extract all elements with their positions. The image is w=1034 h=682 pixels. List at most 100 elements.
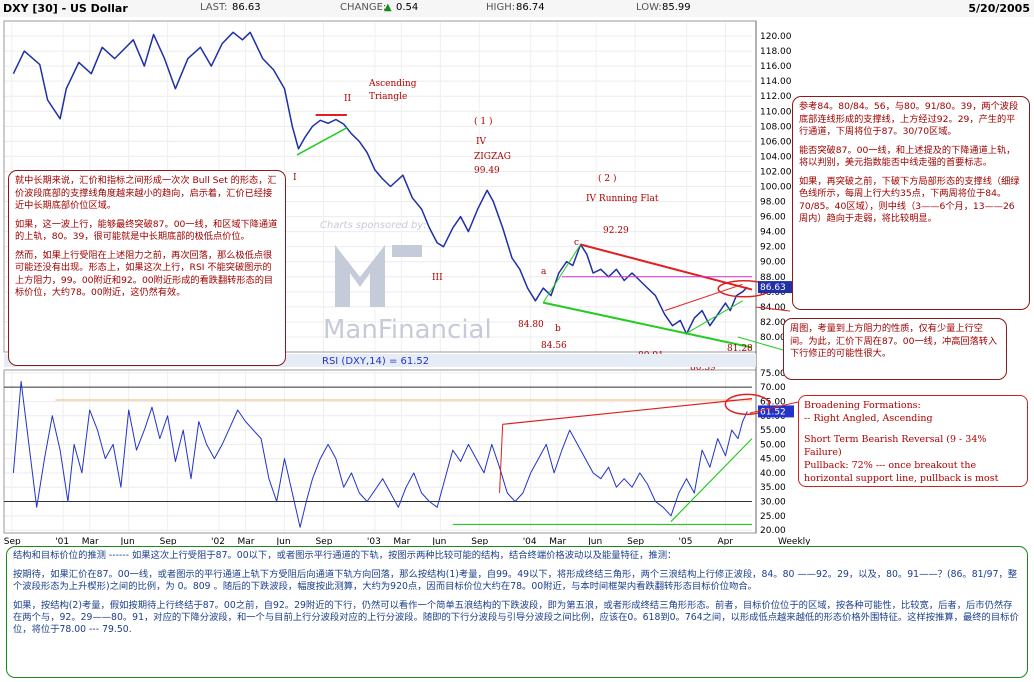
wave-III-label: III (432, 273, 443, 283)
zigzag-label: ZIGZAG (474, 152, 511, 162)
bottom-note-p2: 按期待，如果汇价在87。00一线，或者图示的平行通道上轨下方受阻后向通道下轨方向… (13, 569, 1018, 592)
bottom-structure-note: 结构和目标价位的推测 ------ 如果这次上行受阻于87。00以下，或者图示平… (6, 546, 1028, 678)
symbol-title: DXY [30] - US Dollar (3, 2, 128, 15)
pattern-line-4: Pullback: 72% --- once breakout the hori… (804, 460, 999, 484)
x-tick-label: Jun (431, 537, 446, 545)
high-label: HIGH: (486, 2, 516, 13)
wave-c-label: c (574, 238, 579, 248)
chart-date: 5/20/2005 (968, 2, 1030, 15)
last-label: LAST: (200, 2, 228, 13)
value-8128-label: 81.28 (727, 344, 753, 354)
x-tick-label: '05 (679, 537, 693, 545)
rsi-rising-support-line (670, 438, 753, 522)
x-tick-label: Sep (471, 537, 488, 545)
pattern-note: Broadening Formations: -- Right Angled, … (798, 395, 1028, 487)
x-tick-label: '02 (211, 537, 225, 545)
low-value: 85.99 (662, 2, 691, 13)
watermark-logo-icon (335, 245, 385, 307)
price-tick-label: 98.00 (760, 198, 786, 208)
watermark-logo-bar (392, 245, 422, 257)
rsi-tick-label: 35.00 (760, 483, 786, 493)
rsi-tick-label: 75.00 (760, 369, 786, 379)
price-tick-label: 106.00 (760, 137, 792, 147)
x-tick-label: Apr (718, 537, 734, 545)
bottom-note-p1: 结构和目标价位的推测 ------ 如果这次上行受阻于87。00以下，或者图示平… (13, 550, 677, 561)
channel-lower-line (542, 301, 753, 349)
local-resistance-line (664, 283, 743, 312)
ascending-label: Ascending (368, 79, 417, 89)
wave-b-label: b (555, 324, 561, 334)
price-tick-label: 100.00 (760, 183, 792, 193)
price-last-label: 86.63 (760, 283, 786, 293)
price-tick-label: 96.00 (760, 213, 786, 223)
price-tick-label: 90.00 (760, 258, 786, 268)
left-note-p3: 然而，如果上行受阻在上述阻力之前，再次回落，那么极低点很可能还没有出现。形态上，… (15, 249, 274, 299)
wave-2-label: ( 2 ) (598, 173, 616, 184)
x-tick-label: '01 (55, 537, 69, 545)
wave-1-label: ( 1 ) (474, 116, 492, 127)
right-note-p3: 如果，再突破之前，下破下方局部形态的支撑线（细绿色线所示，每周上行大约35点，下… (799, 175, 1020, 225)
chart-header: DXY [30] - US Dollar LAST: 86.63 CHANGE:… (0, 0, 1034, 18)
low-label: LOW: (636, 2, 662, 13)
x-tick-label: Jun (120, 537, 135, 545)
price-tick-label: 82.00 (760, 318, 786, 328)
rsi-tick-label: 65.00 (760, 397, 786, 407)
wave-II-label: II (344, 94, 352, 104)
price-tick-label: 108.00 (760, 122, 792, 132)
price-tick-label: 102.00 (760, 167, 792, 177)
price-tick-label: 112.00 (760, 92, 792, 102)
rsi-tick-label: 55.00 (760, 426, 786, 436)
watermark-sub: Charts sponsored by: (320, 220, 427, 231)
rsi-tick-label: 40.00 (760, 469, 786, 479)
right-top-analysis-note: 参考84。80/84。56，与80。91/80。39，两个波段底部连线形成的支撑… (792, 96, 1030, 310)
price-tick-label: 92.00 (760, 243, 786, 253)
note-connector-line (755, 306, 791, 312)
x-tick-label: Mar (549, 537, 566, 545)
change-value: 0.54 (396, 2, 419, 13)
rsi-tick-label: 45.00 (760, 455, 786, 465)
right-mid-text: 周图，考量到上方阻力的性质，仅有少量上行空间。为此，汇价下周在87。00一线，冲… (790, 323, 998, 359)
price-tick-label: 88.00 (760, 273, 786, 283)
price-tick-label: 94.00 (760, 228, 786, 238)
price-tick-label: 118.00 (760, 47, 792, 57)
rsi-resistance-stub (499, 424, 504, 493)
triangle-label: Triangle (369, 92, 407, 102)
zigzag-value-label: 99.49 (474, 166, 500, 176)
channel-upper-line (580, 243, 753, 291)
x-tick-label: Sep (4, 537, 21, 545)
rsi-last-label: 61.52 (760, 407, 786, 417)
rsi-line (12, 380, 748, 528)
x-tick-label: '03 (367, 537, 381, 545)
pattern-line-1: Broadening Formations: (804, 400, 921, 411)
x-tick-label: Sep (627, 537, 644, 545)
price-tick-label: 116.00 (760, 62, 792, 72)
price-tick-label: 120.00 (760, 32, 792, 42)
rsi-resistance-line (502, 397, 753, 425)
rsi-last-marker (758, 405, 794, 418)
value-8480-label: 84.80 (518, 320, 544, 330)
price-line (12, 31, 748, 335)
price-tick-label: 80.00 (760, 333, 786, 343)
x-tick-label: Sep (315, 537, 332, 545)
bottom-note-p3: 如果，按结构(2)考量，假如按期待上行终结于87。00之前，自92。29附近的下… (13, 600, 1019, 635)
change-label: CHANGE: (340, 2, 387, 13)
x-tick-label: Mar (82, 537, 99, 545)
x-tick-label: Weekly (778, 537, 811, 545)
rsi-title: RSI (DXY,14) = 61.52 (322, 356, 429, 367)
left-note-p1: 就中长期来说，汇价和指标之间形成一次次 Bull Set 的形态，汇价波段底部的… (15, 175, 277, 211)
rsi-tick-label: 50.00 (760, 440, 786, 450)
change-up-icon: ▲ (384, 2, 392, 13)
x-tick-label: Mar (393, 537, 410, 545)
note-connector-line (749, 401, 799, 414)
value-8039-label: 80.39 (690, 363, 716, 373)
price-tick-label: 84.00 (760, 303, 786, 313)
price-tick-label: 110.00 (760, 107, 792, 117)
pattern-line-3: Short Term Bearish Reversal (9 - 34% Fai… (804, 434, 987, 458)
left-note-p2: 如果，这一波上行，能够最终突破87。00一线，和区域下降通道的上轨，80。39，… (15, 218, 278, 243)
wave-a-label: a (541, 267, 547, 277)
rsi-tick-label: 30.00 (760, 498, 786, 508)
x-tick-label: Jun (276, 537, 291, 545)
wave-1-iv-label: IV (476, 137, 487, 147)
triangle-support-line (296, 127, 348, 156)
right-mid-analysis-note: 周图，考量到上方阻力的性质，仅有少量上行空间。为此，汇价下周在87。00一线，冲… (783, 318, 1007, 380)
